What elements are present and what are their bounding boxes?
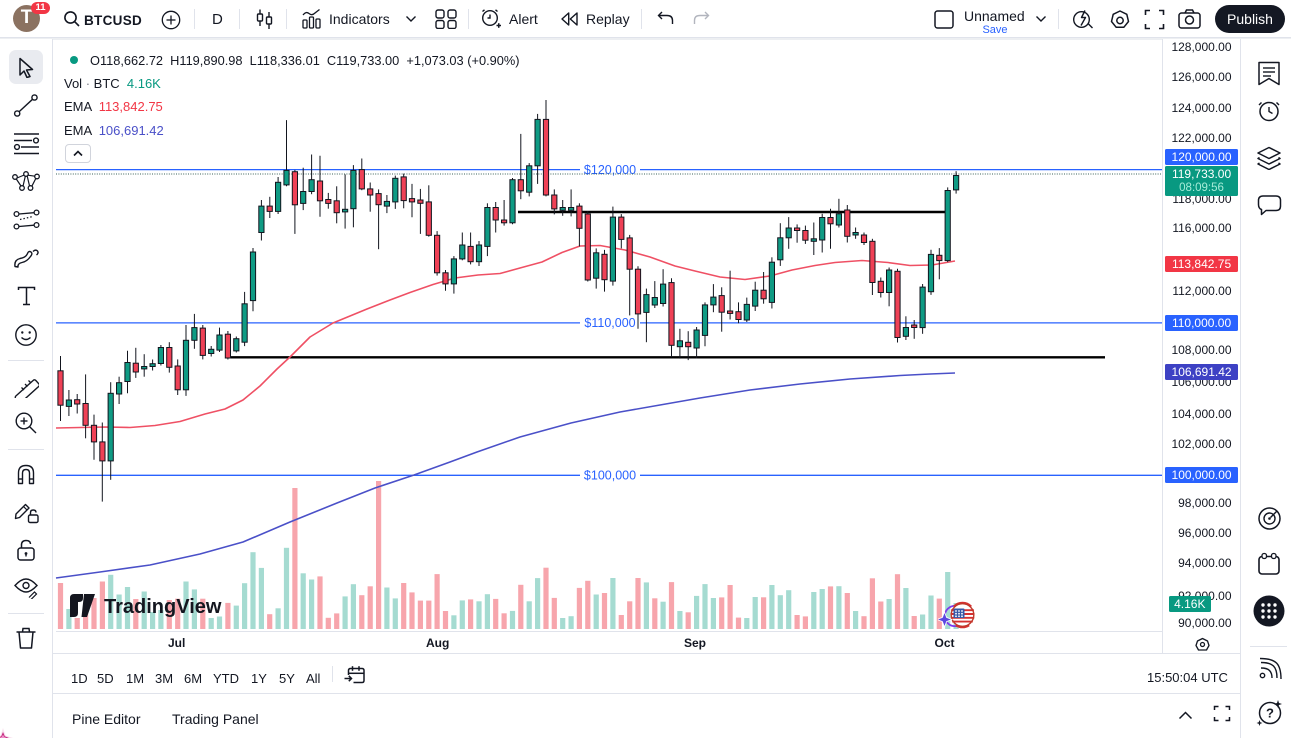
svg-text:$100,000: $100,000 <box>584 469 636 483</box>
svg-text:?: ? <box>1266 706 1274 721</box>
svg-text:$110,000: $110,000 <box>584 316 635 330</box>
svg-text:$120,000: $120,000 <box>584 163 636 177</box>
